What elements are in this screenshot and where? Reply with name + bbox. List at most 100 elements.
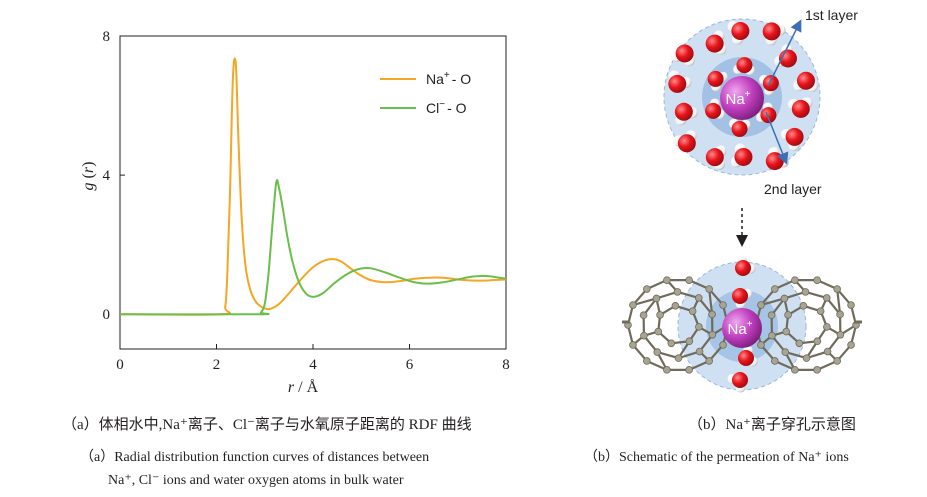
y-axis-label: g (r) — [80, 162, 97, 191]
carbon-bond — [632, 297, 657, 307]
x-tick-label: 2 — [213, 357, 221, 373]
water-molecule — [729, 118, 751, 137]
permeation-schematic: Na+ 1st layer 2nd layer Na+ — [622, 7, 862, 393]
oxygen-atom — [705, 102, 722, 119]
axis-ticks: 0 2 4 6 8 0 4 8 — [103, 29, 510, 373]
series-group — [119, 57, 507, 316]
oxygen-atom — [732, 372, 748, 388]
oxygen-atom — [796, 71, 815, 90]
carbon-atom — [813, 366, 821, 374]
carbon-atom — [813, 337, 822, 346]
carbon-atom — [813, 276, 821, 284]
carbon-bond — [836, 288, 842, 315]
carbon-atom — [643, 357, 651, 365]
carbon-atom — [836, 310, 844, 319]
water-molecule — [793, 71, 818, 93]
series-line-0 — [119, 57, 507, 316]
pore-permeation: Na+ — [622, 255, 862, 393]
carbon-atom — [768, 331, 776, 340]
water-molecule — [705, 145, 727, 170]
y-tick-label: 4 — [103, 168, 111, 184]
oxygen-atom — [762, 22, 781, 41]
carbon-atom — [685, 276, 693, 284]
water-molecules-pore — [727, 255, 758, 393]
carbon-atom — [674, 354, 683, 362]
carbon-atom — [847, 301, 855, 309]
x-axis-label: r / Å — [288, 378, 319, 396]
legend-label-cl-o: Cl− - O — [426, 99, 467, 116]
water-molecule — [673, 130, 697, 153]
water-molecule — [735, 255, 756, 276]
x-tick-label: 8 — [502, 357, 510, 373]
oxygen-atom — [677, 134, 696, 153]
caption-a-chinese: （a）体相水中,Na⁺离子、Cl⁻离子与水氧原子距离的 RDF 曲线 — [62, 417, 472, 433]
oxygen-atom — [668, 74, 687, 93]
water-molecule — [670, 44, 695, 67]
second-layer-arrow — [765, 111, 789, 165]
oxygen-atom — [765, 152, 784, 171]
carbon-atom — [822, 294, 831, 302]
carbon-atom — [816, 307, 825, 315]
carbon-atom — [801, 288, 810, 296]
carbon-atom — [757, 341, 765, 349]
carbon-atom — [784, 311, 792, 319]
carbon-atom — [847, 341, 855, 349]
oxygen-atom — [760, 107, 777, 124]
carbon-atom — [771, 285, 779, 293]
oxygen-atom — [732, 288, 748, 304]
carbon-atom — [833, 285, 841, 293]
plot-frame — [119, 35, 507, 350]
carbon-atom — [663, 276, 671, 284]
carbon-atom — [781, 348, 790, 356]
carbon-atom — [719, 301, 727, 309]
water-molecule — [668, 70, 692, 93]
carbon-atom — [673, 288, 682, 296]
rdf-chart: 0 2 4 6 8 0 4 8 r / Å g (r) Na+ - O Cl− - O — [80, 29, 510, 396]
carbon-bond — [708, 288, 714, 315]
carbon-atom — [799, 302, 808, 310]
carbon-atom — [688, 307, 697, 315]
oxygen-atom — [707, 70, 724, 87]
carbon-atom — [757, 301, 765, 309]
carbon-atom — [719, 341, 727, 349]
oxygen-atom — [705, 148, 724, 167]
carbon-atom — [802, 354, 811, 362]
caption-a-english-line2: Na⁺, Cl⁻ ions and water oxygen atoms in … — [108, 473, 404, 488]
carbon-atom — [694, 294, 703, 302]
water-molecule — [756, 102, 777, 124]
carbon-atom — [695, 323, 703, 331]
oxygen-atom — [735, 260, 751, 276]
sodium-ion-label: Na+ — [725, 89, 750, 108]
legend-label-na-o: Na+ - O — [426, 70, 471, 87]
carbon-atom — [667, 339, 676, 348]
first-layer-label: 1st layer — [805, 7, 858, 23]
carbon-atom — [767, 311, 776, 320]
carbon-atom — [795, 339, 804, 348]
water-molecule — [707, 70, 728, 92]
oxygen-atom — [734, 147, 753, 166]
carbon-atom — [643, 285, 651, 293]
sodium-ion — [720, 76, 764, 120]
carbon-atom — [695, 347, 704, 356]
carbon-atom — [639, 311, 648, 320]
carbon-cage — [752, 276, 860, 374]
carbon-atom — [708, 310, 716, 319]
carbon-atom — [823, 323, 831, 331]
carbon-atom — [791, 276, 799, 284]
carbon-atom — [771, 357, 779, 365]
oxygen-atom — [705, 34, 724, 53]
first-layer-arrow — [767, 19, 802, 87]
caption-b-english: （b）Schematic of the permeation of Na⁺ io… — [584, 450, 849, 465]
carbon-atom — [653, 348, 662, 356]
carbon-atom — [705, 357, 713, 365]
oxygen-atom — [785, 127, 804, 146]
water-molecule — [727, 20, 750, 45]
legend: Na+ - O Cl− - O — [380, 70, 471, 116]
oxygen-atom — [736, 57, 753, 74]
oxygen-atom — [731, 120, 748, 137]
caption-a-english-line1: （a）Radial distribution function curves o… — [80, 450, 430, 465]
carbon-atom — [629, 301, 637, 309]
water-molecule — [705, 98, 725, 120]
water-molecule — [787, 97, 813, 118]
carbon-atom — [671, 302, 680, 310]
